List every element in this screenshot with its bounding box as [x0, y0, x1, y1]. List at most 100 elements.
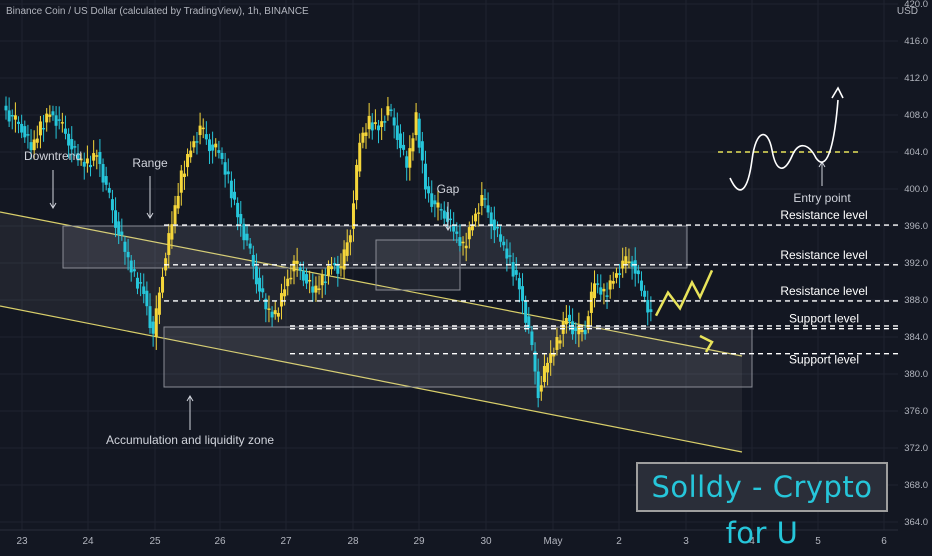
candle-body	[104, 176, 108, 185]
candle-body	[449, 218, 453, 221]
candle-body	[264, 298, 268, 310]
channel-lower-line	[0, 305, 743, 453]
candle-body	[420, 141, 424, 161]
x-tick-label: 23	[16, 536, 28, 547]
candle-body	[589, 291, 593, 313]
candle-body	[452, 225, 456, 232]
candle-body	[167, 233, 171, 255]
candle-body	[342, 249, 346, 270]
annotations: Downtrend Range Gap Accumulation and liquid…	[24, 149, 851, 447]
candle-body	[333, 263, 337, 266]
candle-body	[320, 275, 324, 286]
candle-body	[602, 288, 606, 292]
y-tick-label: 384.0	[904, 332, 928, 343]
y-tick-label: 416.0	[904, 36, 928, 47]
y-tick-label: 376.0	[904, 406, 928, 417]
annotation-downtrend: Downtrend	[24, 149, 82, 163]
annotation-arrowhead	[49, 202, 57, 209]
level-label: Support level	[789, 312, 859, 326]
x-tick-label: 6	[881, 536, 887, 547]
candle-body	[367, 115, 371, 130]
candle-body	[89, 164, 93, 168]
candle-body	[439, 209, 443, 211]
y-tick-label: 380.0	[904, 369, 928, 380]
candles	[4, 96, 653, 408]
y-tick-label: 368.0	[904, 480, 928, 491]
candle-body	[217, 150, 221, 153]
x-tick-label: 4	[749, 536, 755, 547]
candle-body	[110, 199, 114, 211]
candle-body	[386, 106, 390, 116]
candle-body	[186, 154, 190, 168]
candle-body	[270, 311, 274, 318]
x-tick-label: 27	[280, 536, 292, 547]
candle-body	[508, 255, 512, 257]
candle-body	[289, 277, 293, 280]
candle-body	[245, 233, 249, 241]
candle-body	[542, 365, 546, 383]
candle-body	[646, 300, 650, 313]
candle-body	[414, 112, 418, 136]
candle-body	[583, 329, 587, 335]
candle-body	[279, 293, 283, 307]
candle-body	[267, 308, 271, 310]
candle-body	[129, 260, 133, 273]
candle-body	[405, 156, 409, 168]
candle-body	[101, 164, 105, 183]
range-zone	[62, 225, 688, 269]
candle-body	[242, 223, 246, 241]
candle-body	[345, 242, 349, 256]
candle-body	[593, 283, 597, 299]
candle-body	[336, 265, 340, 274]
candle-body	[351, 203, 355, 229]
candle-body	[649, 309, 653, 313]
candle-body	[495, 226, 499, 229]
candle-body	[445, 212, 449, 222]
candle-body	[411, 138, 415, 152]
candle-body	[10, 115, 14, 117]
x-axis[interactable]: 2324252627282930May23456	[0, 529, 898, 547]
candle-body	[480, 195, 484, 206]
candle-body	[92, 153, 96, 161]
y-axis[interactable]: 364.0 368.0 372.0 376.0 380.0 384.0 388.0 392.0…	[898, 0, 932, 550]
candle-body	[79, 158, 83, 161]
candle-body	[57, 119, 61, 121]
candle-body	[373, 122, 377, 124]
candle-body	[182, 173, 186, 177]
candle-body	[492, 219, 496, 231]
candle-body	[38, 121, 42, 136]
candle-body	[552, 353, 556, 357]
candle-body	[251, 254, 255, 267]
candle-body	[596, 283, 600, 285]
candle-body	[639, 280, 643, 291]
candle-body	[549, 353, 553, 363]
candle-body	[539, 385, 543, 392]
candle-body	[486, 205, 490, 213]
candle-body	[323, 281, 327, 283]
y-tick-label: 404.0	[904, 147, 928, 158]
candle-body	[13, 115, 17, 120]
candle-body	[502, 241, 506, 246]
channel-fill	[0, 212, 742, 452]
candle-body	[339, 266, 343, 268]
candle-body	[161, 276, 165, 293]
candle-body	[67, 133, 71, 146]
candle-body	[608, 280, 612, 290]
candle-body	[261, 288, 265, 293]
descending-channel	[0, 211, 743, 453]
candle-body	[107, 188, 111, 193]
candle-body	[295, 260, 299, 264]
candle-body	[20, 123, 24, 133]
candle-body	[311, 286, 315, 293]
candle-body	[301, 270, 305, 281]
candle-body	[17, 121, 21, 124]
candle-body	[524, 301, 528, 323]
candle-body	[433, 200, 437, 205]
candle-body	[142, 286, 146, 294]
y-axis-bg	[898, 0, 932, 550]
candle-body	[530, 331, 534, 346]
candle-body	[358, 142, 362, 172]
candle-body	[330, 266, 334, 270]
candle-body	[314, 285, 318, 293]
